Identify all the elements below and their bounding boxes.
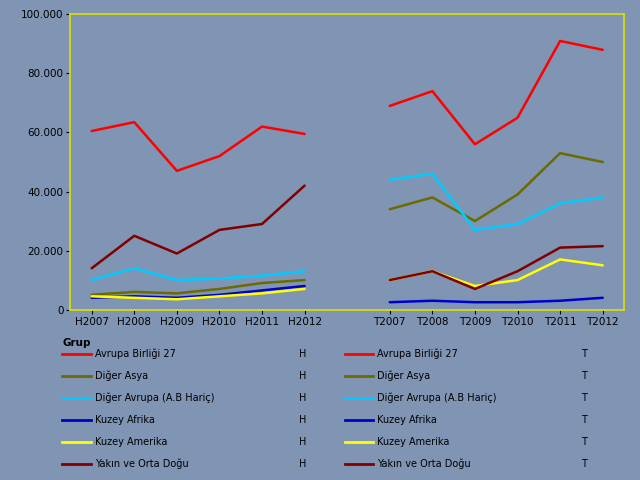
Text: H: H	[298, 349, 306, 359]
Text: Kuzey Afrika: Kuzey Afrika	[378, 415, 437, 425]
Text: H: H	[298, 437, 306, 447]
Text: Kuzey Amerika: Kuzey Amerika	[378, 437, 450, 447]
Text: H: H	[298, 459, 306, 469]
Text: T: T	[581, 371, 587, 381]
Text: T: T	[581, 349, 587, 359]
Text: Kuzey Amerika: Kuzey Amerika	[95, 437, 168, 447]
Text: H: H	[298, 393, 306, 403]
Text: T: T	[581, 393, 587, 403]
Text: Yakın ve Orta Doğu: Yakın ve Orta Doğu	[378, 458, 471, 469]
Text: Diğer Avrupa (A.B Hariç): Diğer Avrupa (A.B Hariç)	[378, 393, 497, 403]
Text: Kuzey Afrika: Kuzey Afrika	[95, 415, 155, 425]
Text: Diğer Asya: Diğer Asya	[378, 371, 431, 382]
Text: Diğer Avrupa (A.B Hariç): Diğer Avrupa (A.B Hariç)	[95, 393, 215, 403]
Text: Yakın ve Orta Doğu: Yakın ve Orta Doğu	[95, 458, 189, 469]
Text: T: T	[581, 415, 587, 425]
Text: H: H	[298, 371, 306, 381]
Text: Avrupa Birliği 27: Avrupa Birliği 27	[378, 349, 458, 360]
Text: Diğer Asya: Diğer Asya	[95, 371, 148, 382]
Text: T: T	[581, 459, 587, 469]
Text: T: T	[581, 437, 587, 447]
Text: H: H	[298, 415, 306, 425]
Text: Grup: Grup	[63, 337, 91, 348]
Text: Avrupa Birliği 27: Avrupa Birliği 27	[95, 349, 176, 360]
